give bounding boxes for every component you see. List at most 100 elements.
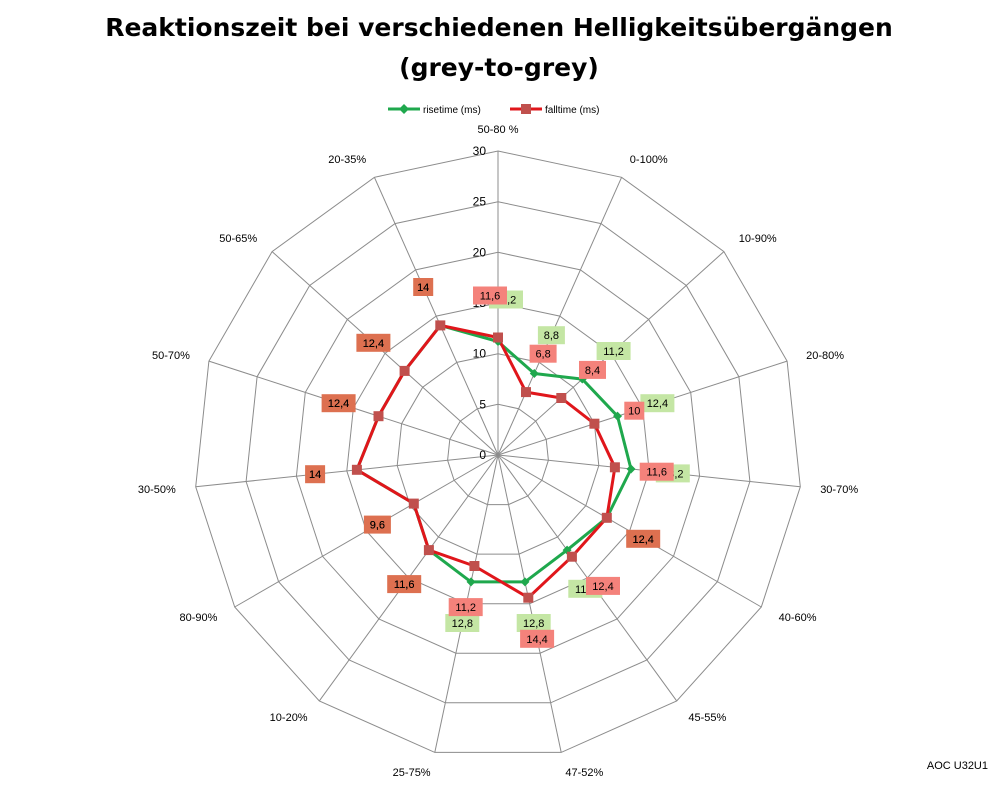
falltime-point: [493, 332, 503, 343]
falltime-point: [435, 320, 446, 331]
legend-rise-marker: [399, 104, 409, 114]
category-label: 50-65%: [219, 233, 257, 245]
data-label-risetime: 11,2: [603, 346, 624, 358]
data-label-risetime: 12,8: [452, 618, 473, 630]
falltime-point: [423, 545, 434, 556]
data-label-falltime: 14,4: [526, 634, 547, 646]
grid-ring-15: [346, 302, 650, 605]
chart-title-line1: Reaktionszeit bei verschiedenen Helligke…: [105, 13, 893, 42]
data-label-falltime-bg: [529, 344, 557, 363]
radar-data-labels: 11,211,68,86,811,28,412,41013,211,612,41…: [305, 278, 690, 648]
risetime-point: [466, 577, 476, 587]
category-label: 80-90%: [179, 612, 217, 624]
falltime-point: [351, 464, 362, 475]
falltime-point: [408, 498, 419, 509]
category-label: 10-20%: [270, 712, 308, 724]
category-label: 50-80 %: [478, 124, 519, 136]
category-label: 10-90%: [739, 233, 777, 245]
r-tick-label: 0: [479, 448, 486, 462]
chart-title: Reaktionszeit bei verschiedenen Helligke…: [0, 8, 998, 88]
falltime-point: [523, 592, 534, 603]
legend-fall-label: falltime (ms): [545, 105, 599, 116]
data-label-risetime: 11,6: [394, 579, 415, 591]
data-label-risetime-bg: [596, 342, 631, 360]
data-label-risetime-bg: [516, 614, 551, 632]
data-label-falltime-bg: [520, 629, 555, 648]
category-label: 20-80%: [806, 350, 844, 362]
grid-spoke: [271, 251, 499, 456]
data-label-risetime: 12,4: [632, 534, 653, 546]
category-label: 45-55%: [688, 712, 726, 724]
data-label-falltime: 11,6: [394, 579, 415, 591]
data-label-risetime: 14: [417, 282, 429, 294]
falltime-point: [609, 462, 620, 473]
data-label-falltime: 12,4: [632, 534, 653, 546]
risetime-point: [520, 577, 530, 587]
grid-spoke: [195, 454, 499, 488]
data-label-falltime-bg: [639, 462, 674, 481]
data-label-risetime: 12,8: [523, 618, 544, 630]
chart-legend: risetime (ms) falltime (ms): [388, 104, 599, 116]
data-label-falltime: 6,8: [535, 349, 550, 361]
legend-rise-label: risetime (ms): [423, 105, 481, 116]
category-label: 40-60%: [779, 612, 817, 624]
falltime-point: [601, 512, 612, 523]
risetime-point: [626, 464, 636, 474]
data-label-falltime: 11,6: [646, 467, 667, 479]
data-label-risetime: 12,4: [647, 398, 668, 410]
data-label-falltime: 9,6: [370, 520, 385, 532]
data-label-falltime-bg: [363, 515, 391, 534]
radar-grid: 05101520253050-80 %0-100%10-90%20-80%30-…: [138, 124, 858, 779]
data-label-falltime: 14: [309, 469, 321, 481]
falltime-point: [521, 387, 531, 398]
r-tick-label: 30: [473, 144, 487, 158]
data-label-falltime: 12,4: [328, 398, 349, 410]
series-line-falltime: [355, 323, 617, 600]
r-tick-label: 5: [479, 397, 486, 411]
falltime-point: [566, 551, 577, 562]
data-label-falltime: 12,4: [592, 581, 613, 593]
data-label-falltime-bg: [356, 333, 391, 352]
data-label-falltime-bg: [579, 360, 606, 379]
grid-ring-25: [245, 201, 751, 704]
category-label: 20-35%: [328, 154, 366, 166]
chart-title-line2: (grey-to-grey): [399, 53, 599, 82]
data-label-risetime-bg: [640, 394, 675, 413]
data-label-falltime: 11,6: [480, 291, 501, 303]
data-label-risetime: 9,6: [370, 520, 385, 532]
risetime-point: [613, 411, 623, 421]
category-label: 30-70%: [820, 484, 858, 496]
data-label-risetime: 14: [309, 469, 321, 481]
watermark-text: AOC U32U1: [926, 760, 988, 772]
data-label-falltime-bg: [321, 394, 356, 413]
data-label-falltime-bg: [413, 278, 434, 296]
radar-series: [351, 320, 636, 603]
r-tick-label: 25: [473, 195, 487, 209]
falltime-point: [373, 411, 384, 422]
falltime-point: [469, 561, 480, 571]
data-label-risetime: 12,4: [328, 398, 349, 410]
data-label-falltime-bg: [624, 401, 645, 420]
risetime-point: [529, 369, 539, 379]
grid-ring-30: [195, 150, 801, 753]
data-label-falltime-bg: [387, 575, 422, 594]
grid-ring-5: [447, 403, 549, 506]
data-label-falltime: 12,4: [363, 338, 384, 350]
data-label-falltime: 10: [628, 406, 640, 418]
grid-ring-10: [396, 353, 600, 555]
category-label: 25-75%: [393, 767, 431, 779]
category-label: 30-50%: [138, 484, 176, 496]
legend-fall-marker: [521, 104, 531, 114]
data-label-risetime: 12,4: [363, 338, 384, 350]
falltime-point: [399, 365, 410, 376]
data-label-falltime: 8,4: [585, 365, 600, 377]
falltime-point: [589, 418, 600, 429]
category-label: 50-70%: [152, 350, 190, 362]
data-label-falltime-bg: [586, 576, 620, 595]
category-label: 47-52%: [565, 767, 603, 779]
data-label-falltime-bg: [448, 598, 483, 617]
grid-ring-20: [295, 251, 701, 654]
falltime-point: [556, 393, 567, 403]
category-label: 0-100%: [630, 154, 668, 166]
